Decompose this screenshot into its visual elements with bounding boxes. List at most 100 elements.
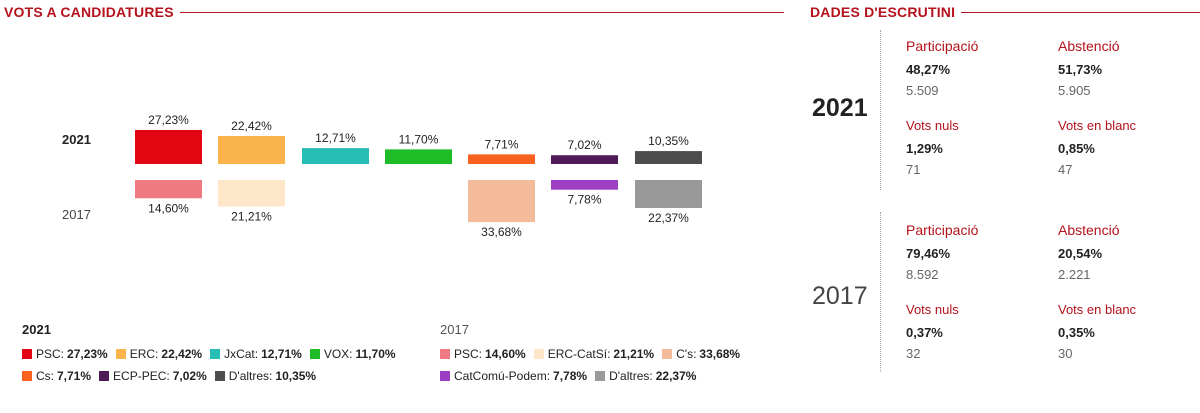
bar-2017 xyxy=(635,180,702,208)
legend-party-value: 7,71% xyxy=(57,369,92,383)
bar-2021 xyxy=(302,148,369,164)
legend-swatch xyxy=(22,349,32,359)
legend-party-name: JxCat: xyxy=(224,347,259,361)
legend-party-name: C's: xyxy=(676,347,697,361)
participation-label: Participació xyxy=(906,38,979,54)
scrutiny-heading-text: DADES D'ESCRUTINI xyxy=(810,4,956,20)
legend-row: PSC: 27,23% ERC: 22,42% JxCat: 12,71% VOX: 11,7… xyxy=(22,343,404,365)
bar-2017 xyxy=(135,180,202,199)
legend-year: 2021 xyxy=(22,322,51,337)
null-votes-2021: Vots nuls 1,29% 71 xyxy=(906,118,959,177)
legend-swatch xyxy=(662,349,673,359)
legend-swatch xyxy=(533,349,544,359)
null-votes-label: Vots nuls xyxy=(906,302,959,317)
abstention-votes: 5.905 xyxy=(1058,83,1091,98)
legend-party-name: ERC: xyxy=(129,347,159,361)
blank-votes-count: 30 xyxy=(1058,346,1073,361)
bar-2017-value-label: 21,21% xyxy=(231,210,272,224)
legend-item: ERC-CatSí: 21,21% xyxy=(533,347,654,361)
legend-party-name: ECP-PEC: xyxy=(113,369,170,383)
legend-item: ECP-PEC: 7,02% xyxy=(99,369,207,383)
abstention-label: Abstenció xyxy=(1058,222,1120,238)
legend-party-value: 22,42% xyxy=(161,347,203,361)
scrutiny-divider xyxy=(880,30,881,190)
scrutiny-year-2021: 2021 xyxy=(812,94,868,122)
legend-party-value: 11,70% xyxy=(355,347,396,361)
legend-party-name: VOX: xyxy=(323,347,353,361)
bar-2017-value-label: 33,68% xyxy=(481,225,522,239)
legend-swatch xyxy=(115,349,126,359)
legend-party-value: 12,71% xyxy=(261,347,302,361)
legend-row: PSC: 14,60% ERC-CatSí: 21,21% C's: 33,68% xyxy=(440,343,748,365)
legend-party-value: 7,02% xyxy=(172,369,207,383)
abstention-pct: 20,54% xyxy=(1058,246,1103,261)
bar-2021 xyxy=(218,135,285,164)
bar-2021-value-label: 7,71% xyxy=(484,137,518,151)
null-votes-count: 32 xyxy=(906,346,921,361)
legend-party-value: 27,23% xyxy=(67,347,108,361)
participation-votes: 5.509 xyxy=(906,83,939,98)
bar-2021 xyxy=(551,155,618,164)
blank-votes-label: Vots en blanc xyxy=(1058,302,1137,317)
legend-item: C's: 33,68% xyxy=(662,347,740,361)
legend-2021: 2021 PSC: 27,23% ERC: 22,42% JxCat: 12,71% VOX… xyxy=(22,322,404,387)
legend-party-name: CatComú-Podem: xyxy=(454,369,551,383)
legend-party-name: D'altres: xyxy=(609,369,653,383)
votes-section-heading: VOTS A CANDIDATURES xyxy=(4,4,784,20)
legend-row: Cs: 7,71% ECP-PEC: 7,02% D'altres: 10,35% xyxy=(22,365,404,387)
legend-swatch xyxy=(440,349,450,359)
participation-2021: Participació 48,27% 5.509 xyxy=(906,38,978,98)
legend-party-value: 7,78% xyxy=(553,369,588,383)
null-votes-2017: Vots nuls 0,37% 32 xyxy=(906,302,959,361)
bar-2021-value-label: 12,71% xyxy=(315,131,356,145)
legend-party-name: ERC-CatSí: xyxy=(547,347,611,361)
bar-2021 xyxy=(385,149,452,164)
null-votes-label: Vots nuls xyxy=(906,118,959,133)
legend-party-value: 33,68% xyxy=(699,347,741,361)
bar-2017-value-label: 7,78% xyxy=(567,193,601,207)
legend-swatch xyxy=(22,371,32,381)
blank-votes-2021: Vots en blanc 0,85% 47 xyxy=(1058,118,1136,177)
legend-item: D'altres: 22,37% xyxy=(595,369,696,383)
legend-year: 2017 xyxy=(440,322,469,337)
legend-swatch xyxy=(99,371,110,381)
abstention-label: Abstenció xyxy=(1058,38,1120,54)
null-votes-pct: 0,37% xyxy=(906,325,943,340)
scrutiny-year-2017: 2017 xyxy=(812,282,868,310)
scrutiny-divider xyxy=(880,212,881,372)
bar-2021-value-label: 27,23% xyxy=(148,113,189,127)
null-votes-pct: 1,29% xyxy=(906,141,943,156)
participation-2017: Participació 79,46% 8.592 xyxy=(906,222,978,282)
bar-2017 xyxy=(468,180,535,223)
bar-2017 xyxy=(551,180,618,190)
legend-item: VOX: 11,70% xyxy=(309,347,396,361)
bar-2021 xyxy=(635,151,702,164)
blank-votes-pct: 0,85% xyxy=(1058,141,1095,156)
blank-votes-pct: 0,35% xyxy=(1058,325,1095,340)
abstention-votes: 2.221 xyxy=(1058,267,1091,282)
legend-party-name: PSC: xyxy=(36,347,65,361)
abstention-2017: Abstenció 20,54% 2.221 xyxy=(1058,222,1119,282)
legend-party-value: 14,60% xyxy=(485,347,526,361)
legend-party-name: PSC: xyxy=(454,347,483,361)
abstention-pct: 51,73% xyxy=(1058,62,1103,77)
chart-year-2017-label: 2017 xyxy=(62,207,91,222)
legend-item: ERC: 22,42% xyxy=(115,347,203,361)
bar-2017-value-label: 14,60% xyxy=(148,201,189,215)
legend-swatch xyxy=(595,371,606,381)
bar-2021 xyxy=(468,154,535,164)
legend-party-name: D'altres: xyxy=(228,369,273,383)
bar-2017-value-label: 22,37% xyxy=(648,211,689,225)
legend-swatch xyxy=(309,349,320,359)
legend-party-name: Cs: xyxy=(36,369,54,383)
participation-label: Participació xyxy=(906,222,979,238)
votes-heading-text: VOTS A CANDIDATURES xyxy=(4,4,174,20)
heading-rule xyxy=(179,11,784,13)
legend-2017: 2017 PSC: 14,60% ERC-CatSí: 21,21% C's: 33,68… xyxy=(440,322,748,387)
bar-2021-value-label: 10,35% xyxy=(648,134,689,148)
bar-2021-value-label: 22,42% xyxy=(231,119,272,133)
legend-item: D'altres: 10,35% xyxy=(214,369,316,383)
bar-2021-value-label: 7,02% xyxy=(567,138,601,152)
null-votes-count: 71 xyxy=(906,162,921,177)
legend-party-value: 22,37% xyxy=(655,369,697,383)
